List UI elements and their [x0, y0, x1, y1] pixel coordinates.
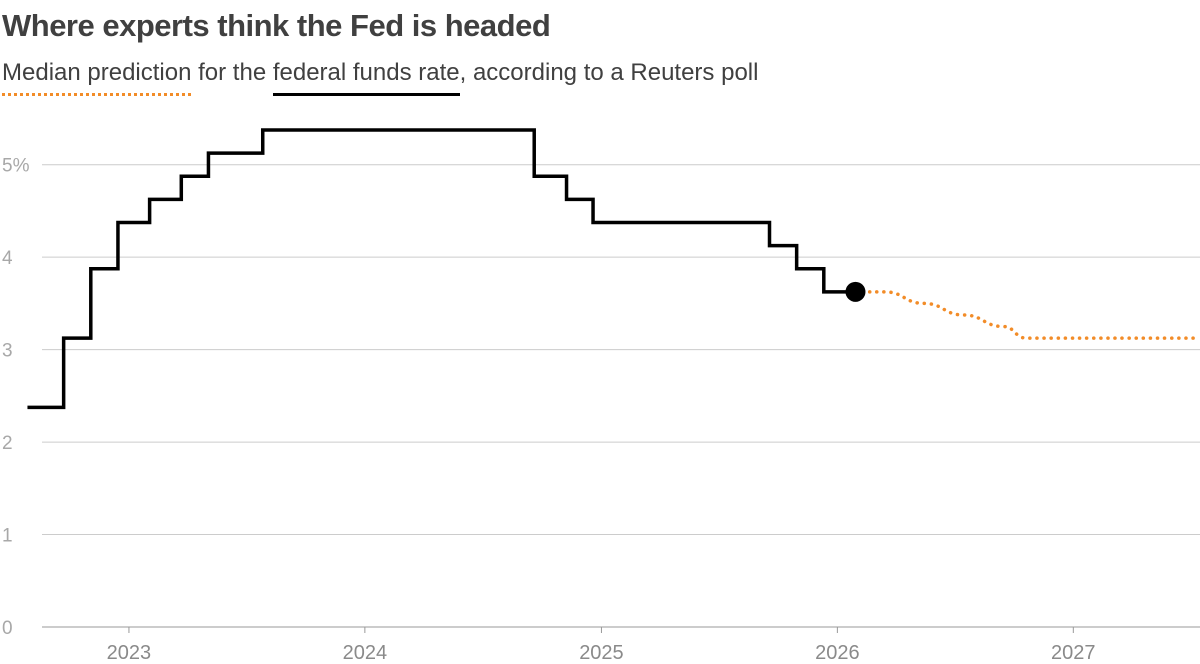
- y-tick-label: 2: [2, 433, 13, 454]
- y-tick-label: 0: [2, 618, 13, 639]
- legend-median-prediction: Median prediction: [2, 59, 192, 96]
- legend-federal-funds-rate: federal funds rate: [272, 59, 460, 96]
- y-tick-label: 3: [2, 341, 13, 362]
- x-tick-label: 2026: [815, 642, 860, 664]
- series-line-median-prediction: [853, 290, 1200, 340]
- series-line-federal-funds-rate: [27, 128, 856, 410]
- current-rate-marker: [845, 281, 866, 302]
- chart-subtitle: Median prediction for the federal funds …: [2, 59, 758, 96]
- x-tick-label: 2024: [343, 642, 388, 664]
- marker-layer: [845, 281, 866, 302]
- series-layer: [27, 128, 1200, 410]
- subtitle-text-end: , according to a Reuters poll: [459, 59, 759, 86]
- chart-title: Where experts think the Fed is headed: [2, 8, 551, 43]
- subtitle-text-middle: for the: [191, 59, 273, 86]
- x-tick-label: 2027: [1051, 642, 1096, 664]
- x-axis-ticks: 2023 2024 2025 2026 2027: [107, 627, 1096, 664]
- x-tick-label: 2025: [579, 642, 624, 664]
- y-tick-label: 4: [2, 248, 13, 269]
- y-tick-label: 5%: [2, 156, 30, 177]
- grid-layer: 0 1 2 3 4 5%: [2, 156, 1200, 639]
- y-tick-label: 1: [2, 526, 13, 547]
- x-tick-label: 2023: [107, 642, 152, 664]
